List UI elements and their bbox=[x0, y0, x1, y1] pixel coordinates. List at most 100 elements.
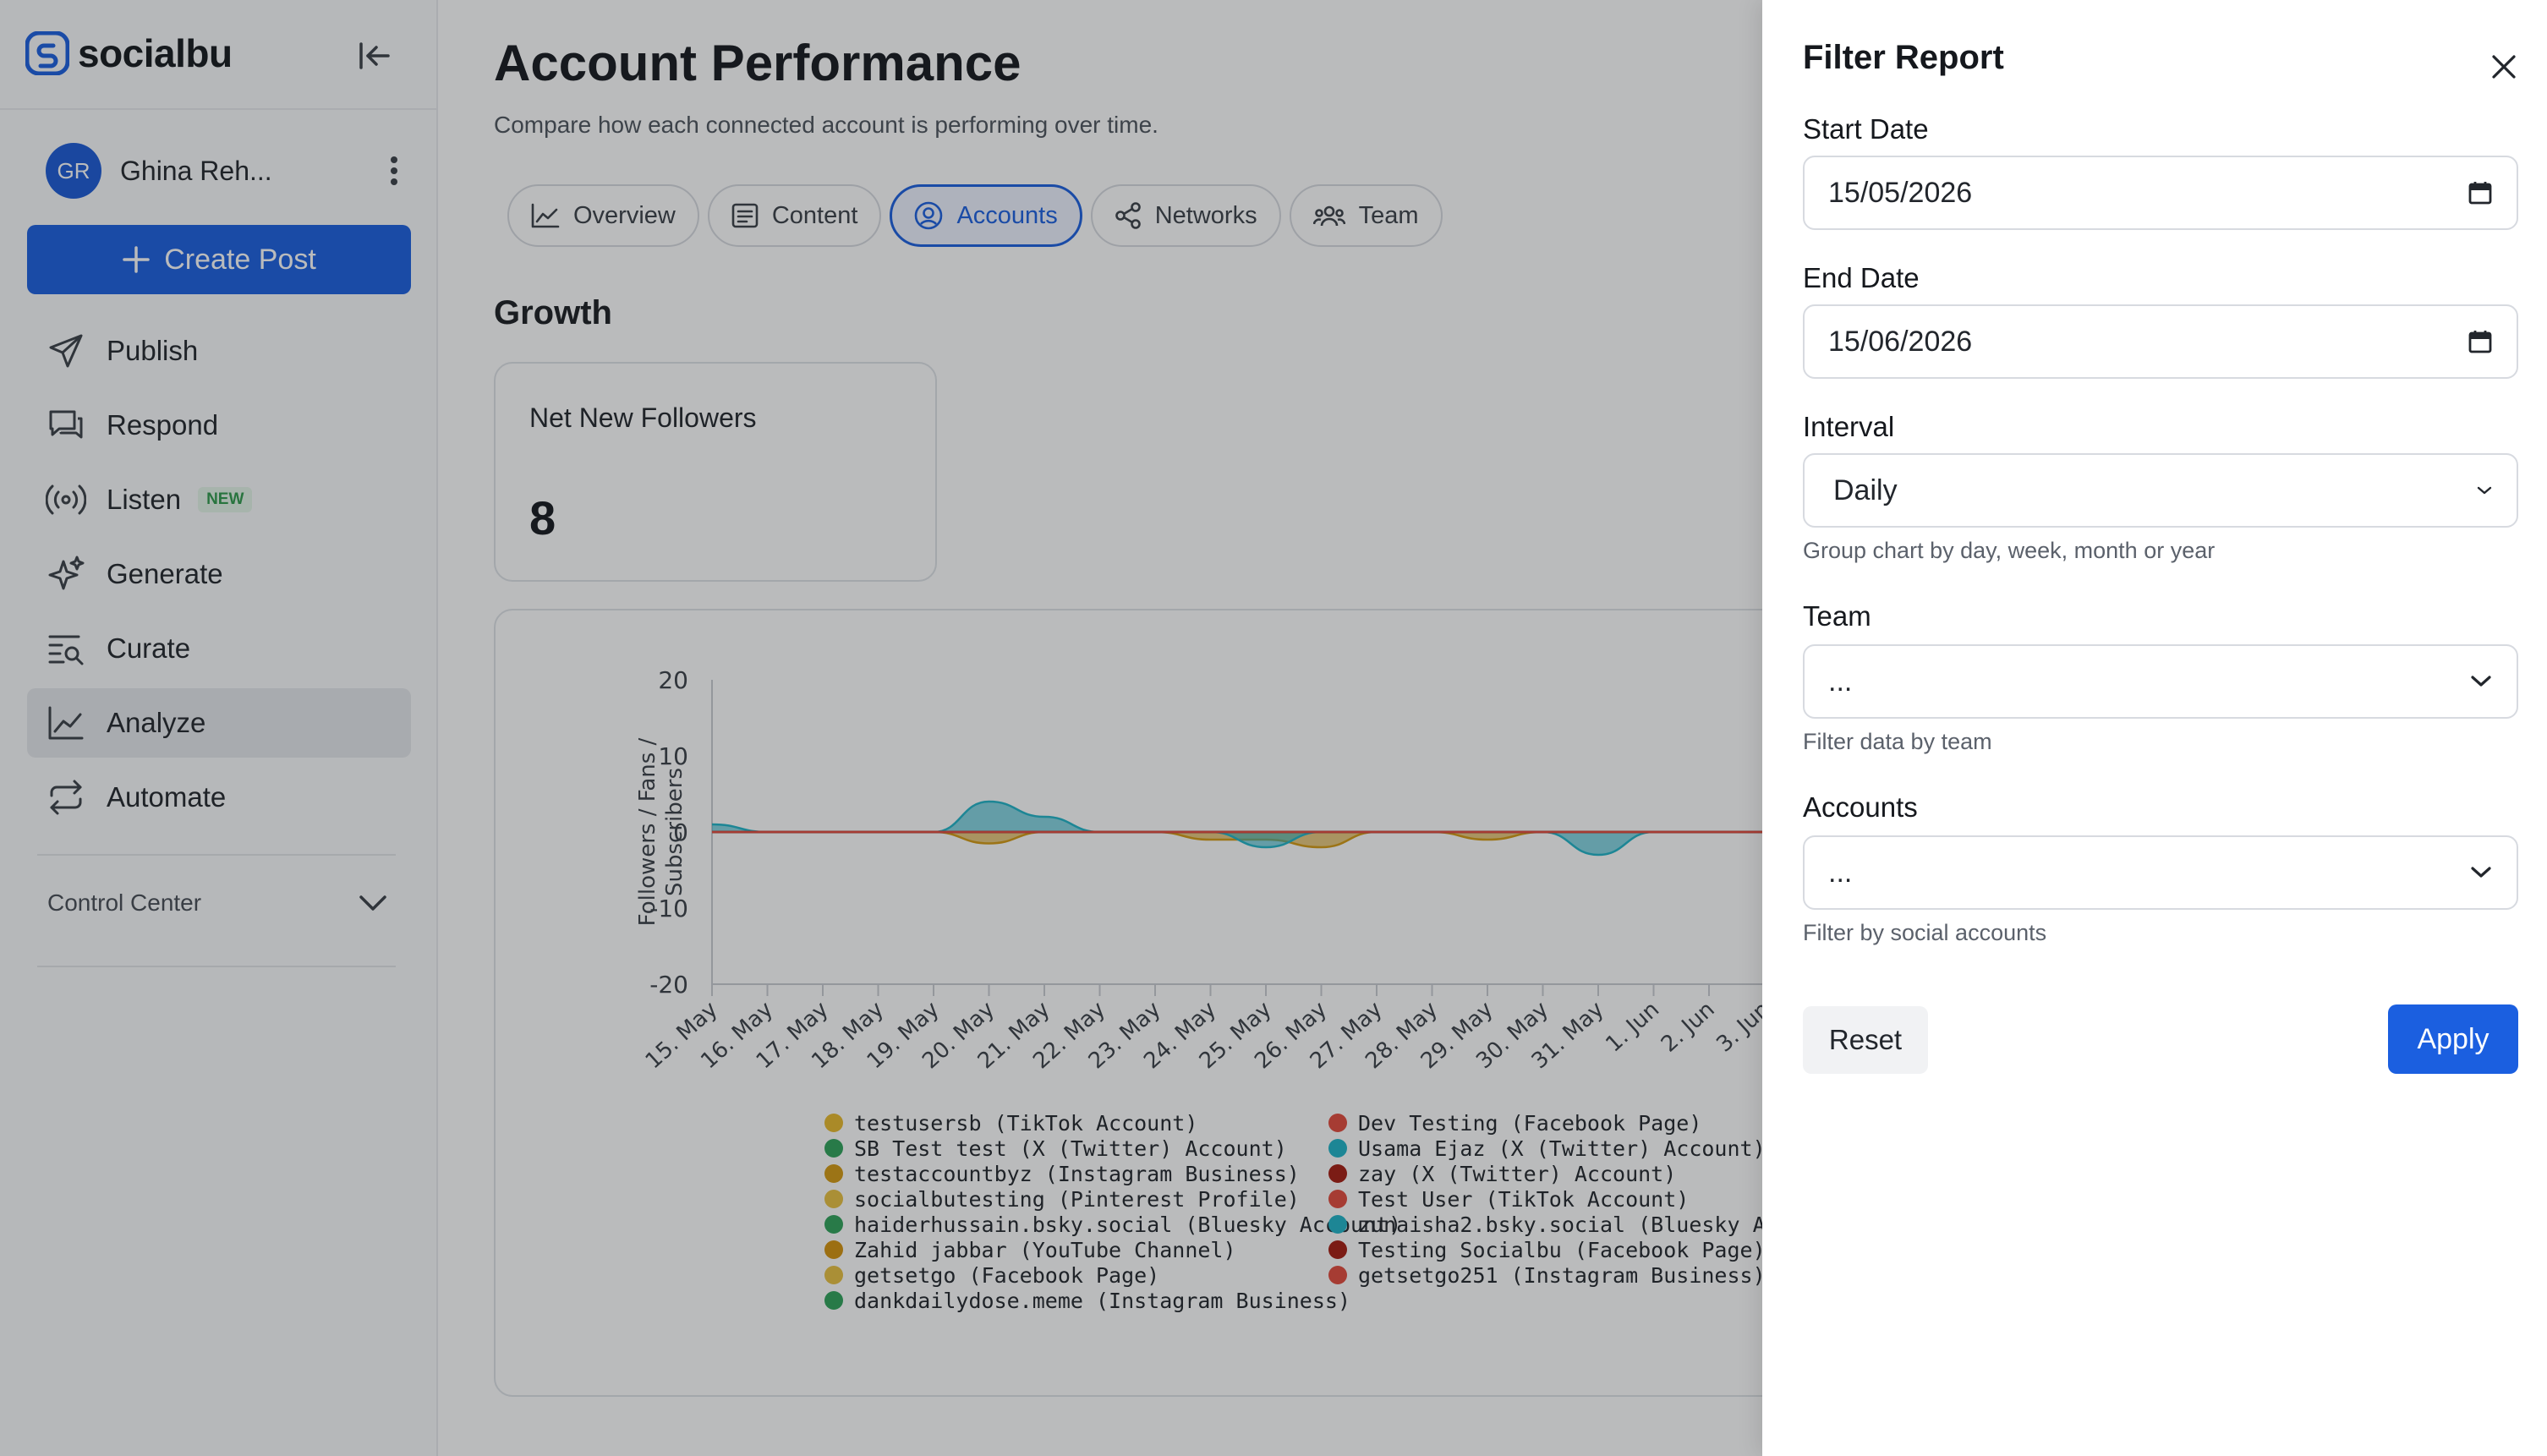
page-title: Account Performance bbox=[494, 35, 1022, 91]
tab-overview[interactable]: Overview bbox=[507, 184, 699, 247]
sidebar-item-listen[interactable]: Listen NEW bbox=[27, 465, 411, 534]
chevron-down-icon bbox=[2471, 867, 2491, 878]
sidebar-item-respond[interactable]: Respond bbox=[27, 391, 411, 460]
legend-marker bbox=[1328, 1139, 1347, 1158]
modal-overlay[interactable] bbox=[0, 0, 1762, 1456]
legend-marker bbox=[824, 1215, 843, 1234]
chart-line-icon bbox=[531, 203, 560, 228]
legend-item: Zahid jabbar (YouTube Channel) bbox=[854, 1238, 1236, 1262]
legend-marker bbox=[824, 1190, 843, 1208]
sidebar-item-label: Respond bbox=[107, 409, 219, 441]
sidebar-item-publish[interactable]: Publish bbox=[27, 316, 411, 386]
sidebar: socialbu GR Ghina Reh... Create Post Pu bbox=[0, 0, 438, 1456]
sidebar-item-label: Curate bbox=[107, 632, 191, 664]
legend-item: Dev Testing (Facebook Page) bbox=[1358, 1111, 1701, 1136]
sidebar-item-label: Publish bbox=[107, 335, 199, 366]
share-icon bbox=[1115, 202, 1141, 229]
tab-content[interactable]: Content bbox=[707, 184, 882, 247]
apply-button[interactable]: Apply bbox=[2388, 1004, 2518, 1074]
legend-item: zunaisha2.bsky.social (Bluesky Account) bbox=[1358, 1212, 1764, 1237]
legend-marker bbox=[824, 1291, 843, 1310]
tab-networks[interactable]: Networks bbox=[1090, 184, 1281, 247]
chart-line-icon bbox=[46, 703, 86, 743]
interval-label: Interval bbox=[1803, 411, 1895, 442]
tab-label: Team bbox=[1358, 201, 1419, 229]
send-icon bbox=[46, 331, 86, 371]
end-date-input[interactable]: 15/06/2026 bbox=[1803, 304, 2518, 379]
reset-button[interactable]: Reset bbox=[1803, 1006, 1928, 1074]
control-center-toggle[interactable]: Control Center bbox=[37, 862, 397, 944]
legend-item: Testing Socialbu (Facebook Page) bbox=[1358, 1238, 1764, 1262]
chevron-down-icon bbox=[2471, 676, 2491, 687]
filter-drawer: Filter Report Start Date 15/05/2026 End … bbox=[1762, 0, 2547, 1456]
sidebar-item-label: Analyze bbox=[107, 707, 206, 738]
sidebar-divider bbox=[0, 108, 438, 110]
start-date-input[interactable]: 15/05/2026 bbox=[1803, 156, 2518, 230]
legend-marker bbox=[824, 1164, 843, 1183]
legend-item: zay (X (Twitter) Account) bbox=[1358, 1162, 1676, 1186]
socialbu-logo-icon bbox=[25, 31, 69, 75]
close-button[interactable] bbox=[2483, 46, 2525, 88]
user-name: Ghina Reh... bbox=[120, 155, 272, 186]
repeat-icon bbox=[46, 777, 86, 818]
interval-select[interactable]: Daily bbox=[1803, 453, 2518, 528]
y-axis-title: Followers / Fans /Subscribers bbox=[635, 737, 687, 926]
sidebar-item-curate[interactable]: Curate bbox=[27, 614, 411, 683]
y-tick-label: 0 bbox=[673, 818, 688, 846]
start-date-label: Start Date bbox=[1803, 113, 1929, 145]
brand-logo[interactable]: socialbu bbox=[25, 30, 233, 76]
legend-item: getsetgo251 (Instagram Business) bbox=[1358, 1263, 1764, 1288]
team-help: Filter data by team bbox=[1803, 729, 1992, 754]
user-options-icon[interactable] bbox=[379, 147, 409, 194]
user-menu[interactable]: GR Ghina Reh... bbox=[46, 142, 409, 200]
legend-item: Usama Ejaz (X (Twitter) Account) bbox=[1358, 1136, 1764, 1161]
legend-marker bbox=[1328, 1215, 1347, 1234]
series-area bbox=[712, 802, 1764, 855]
team-select[interactable]: ... bbox=[1803, 644, 2518, 719]
team-label: Team bbox=[1803, 600, 1871, 632]
y-tick-label: 10 bbox=[658, 742, 688, 770]
sidebar-item-generate[interactable]: Generate bbox=[27, 539, 411, 609]
close-icon bbox=[2492, 55, 2516, 79]
legend-item: Test User (TikTok Account) bbox=[1358, 1187, 1689, 1212]
broadcast-icon bbox=[46, 479, 86, 520]
start-date-value: 15/05/2026 bbox=[1828, 176, 1973, 209]
calendar-icon[interactable] bbox=[2468, 180, 2493, 205]
growth-chart: 20 10 0 -10 -20 Followers / Fans /Subscribers… bbox=[635, 666, 1764, 1313]
interval-help: Group chart by day, week, month or year bbox=[1803, 538, 2216, 563]
accounts-help: Filter by social accounts bbox=[1803, 920, 2047, 945]
search-list-icon bbox=[46, 628, 86, 669]
legend-marker bbox=[824, 1240, 843, 1259]
document-icon bbox=[731, 203, 759, 228]
page-subtitle: Compare how each connected account is pe… bbox=[494, 112, 1158, 138]
legend-item: socialbutesting (Pinterest Profile) bbox=[854, 1187, 1300, 1212]
legend-marker bbox=[824, 1114, 843, 1132]
accounts-value: ... bbox=[1828, 856, 1853, 889]
user-circle-icon bbox=[915, 201, 943, 230]
legend-marker bbox=[1328, 1266, 1347, 1284]
sidebar-item-analyze[interactable]: Analyze bbox=[27, 688, 411, 758]
sidebar-item-automate[interactable]: Automate bbox=[27, 763, 411, 832]
accounts-label: Accounts bbox=[1803, 791, 1918, 823]
collapse-sidebar-button[interactable] bbox=[353, 37, 396, 74]
end-date-label: End Date bbox=[1803, 262, 1920, 293]
stat-value: 8 bbox=[529, 491, 556, 545]
calendar-icon[interactable] bbox=[2468, 329, 2493, 354]
brand-name: socialbu bbox=[78, 31, 233, 75]
legend-marker bbox=[824, 1139, 843, 1158]
legend-item: testusersb (TikTok Account) bbox=[854, 1111, 1197, 1136]
new-badge: NEW bbox=[198, 487, 253, 512]
legend-item: dankdailydose.meme (Instagram Business) bbox=[854, 1289, 1350, 1313]
tab-team[interactable]: Team bbox=[1289, 184, 1443, 247]
create-post-button[interactable]: Create Post bbox=[27, 225, 411, 294]
legend-marker bbox=[824, 1266, 843, 1284]
legend-marker bbox=[1328, 1190, 1347, 1208]
users-icon bbox=[1312, 205, 1345, 227]
legend-item: getsetgo (Facebook Page) bbox=[854, 1263, 1159, 1288]
control-center-label: Control Center bbox=[47, 889, 202, 916]
tab-label: Networks bbox=[1154, 201, 1257, 229]
interval-value: Daily bbox=[1833, 473, 1898, 506]
tab-accounts[interactable]: Accounts bbox=[890, 184, 1082, 247]
accounts-select[interactable]: ... bbox=[1803, 835, 2518, 910]
stat-label: Net New Followers bbox=[529, 402, 757, 433]
